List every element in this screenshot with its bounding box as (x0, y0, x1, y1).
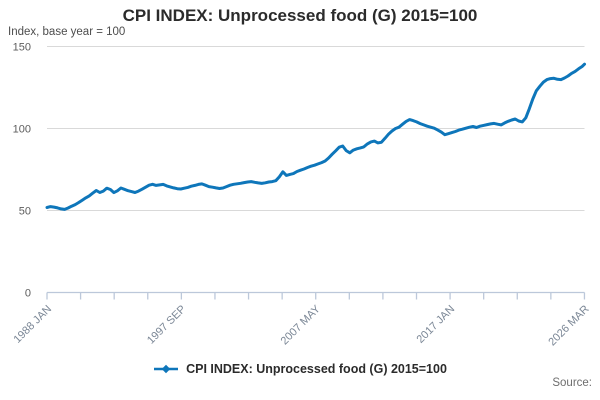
x-axis-tick-label: 1997 SEP (145, 303, 189, 347)
x-axis-tick-label: 1988 JAN (11, 303, 54, 346)
x-axis-tick-label: 2007 MAY (279, 303, 324, 348)
source-label: Source: (552, 377, 592, 389)
x-axis-tick-label: 2026 MAR (546, 303, 591, 348)
line-with-diamond-icon (154, 364, 179, 374)
x-axis-tick-label: 2017 JAN (415, 303, 458, 346)
cpi-series-line (45, 62, 586, 211)
y-axis-tick-label: 150 (13, 42, 31, 54)
line-chart-plot-area: 0 50 100 150 1988 JAN 1997 SEP 2007 MAY 2017 JA… (11, 42, 591, 349)
legend-item[interactable]: CPI INDEX: Unprocessed food (G) 2015=100 (0, 360, 600, 378)
chart-subtitle: Index, base year = 100 (8, 26, 126, 38)
y-axis-tick-label: 0 (25, 288, 31, 300)
y-axis-tick-label: 100 (13, 124, 31, 136)
legend-label: CPI INDEX: Unprocessed food (G) 2015=100 (186, 362, 447, 376)
chart-title: CPI INDEX: Unprocessed food (G) 2015=100 (122, 6, 478, 25)
y-axis-tick-label: 50 (19, 206, 31, 218)
